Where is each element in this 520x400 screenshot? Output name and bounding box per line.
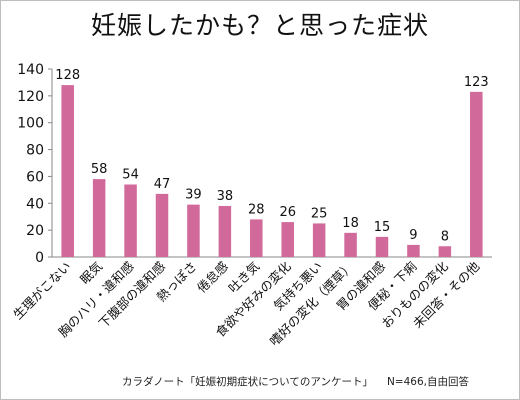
category-label: 生理がこない: [10, 259, 74, 323]
data-label: 8: [441, 229, 449, 244]
y-tick-label: 80: [26, 143, 44, 159]
bar: [407, 244, 420, 257]
sample-note: N=466,自由回答: [386, 376, 469, 388]
y-tick-label: 120: [17, 89, 44, 105]
data-label: 123: [464, 75, 489, 90]
y-tick-label: 0: [35, 250, 44, 266]
bar: [312, 223, 326, 257]
bar: [92, 179, 106, 257]
bar: [61, 85, 74, 257]
y-tick-label: 60: [26, 169, 44, 185]
bar: [438, 246, 452, 257]
bar: [155, 193, 169, 257]
data-label: 54: [122, 167, 139, 182]
source-note: カラダノート「妊娠初期症状についてのアンケート」: [122, 376, 373, 388]
bar: [470, 91, 483, 257]
bar: [218, 205, 232, 257]
data-label: 28: [248, 202, 265, 217]
data-label: 39: [185, 188, 202, 203]
data-label: 38: [217, 189, 234, 204]
data-label: 58: [91, 162, 108, 177]
y-tick-label: 20: [26, 223, 44, 239]
chart-footer: カラダノート「妊娠初期症状についてのアンケート」 N=466,自由回答: [122, 374, 469, 389]
data-label: 18: [342, 216, 359, 231]
category-label: 倦怠感: [194, 259, 231, 296]
data-label: 128: [55, 68, 80, 83]
bar: [250, 219, 263, 257]
bar: [187, 204, 200, 257]
data-label: 26: [279, 205, 296, 220]
bar: [281, 222, 294, 257]
y-tick-label: 100: [17, 116, 44, 132]
data-label: 25: [311, 206, 328, 221]
bar: [375, 236, 389, 257]
y-tick-label: 40: [26, 196, 44, 212]
chart-title: 妊娠したかも？と思った症状: [90, 11, 429, 40]
data-label: 9: [409, 228, 417, 243]
bar: [344, 232, 357, 257]
y-tick-label: 140: [17, 62, 44, 78]
data-label: 15: [374, 220, 391, 235]
bar: [124, 184, 137, 257]
data-label: 47: [154, 177, 171, 192]
